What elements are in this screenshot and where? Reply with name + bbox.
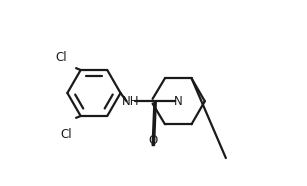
Text: Cl: Cl — [56, 51, 67, 64]
Text: O: O — [148, 134, 157, 147]
Text: Cl: Cl — [60, 128, 72, 141]
Text: NH: NH — [122, 95, 139, 108]
Text: N: N — [174, 95, 183, 108]
